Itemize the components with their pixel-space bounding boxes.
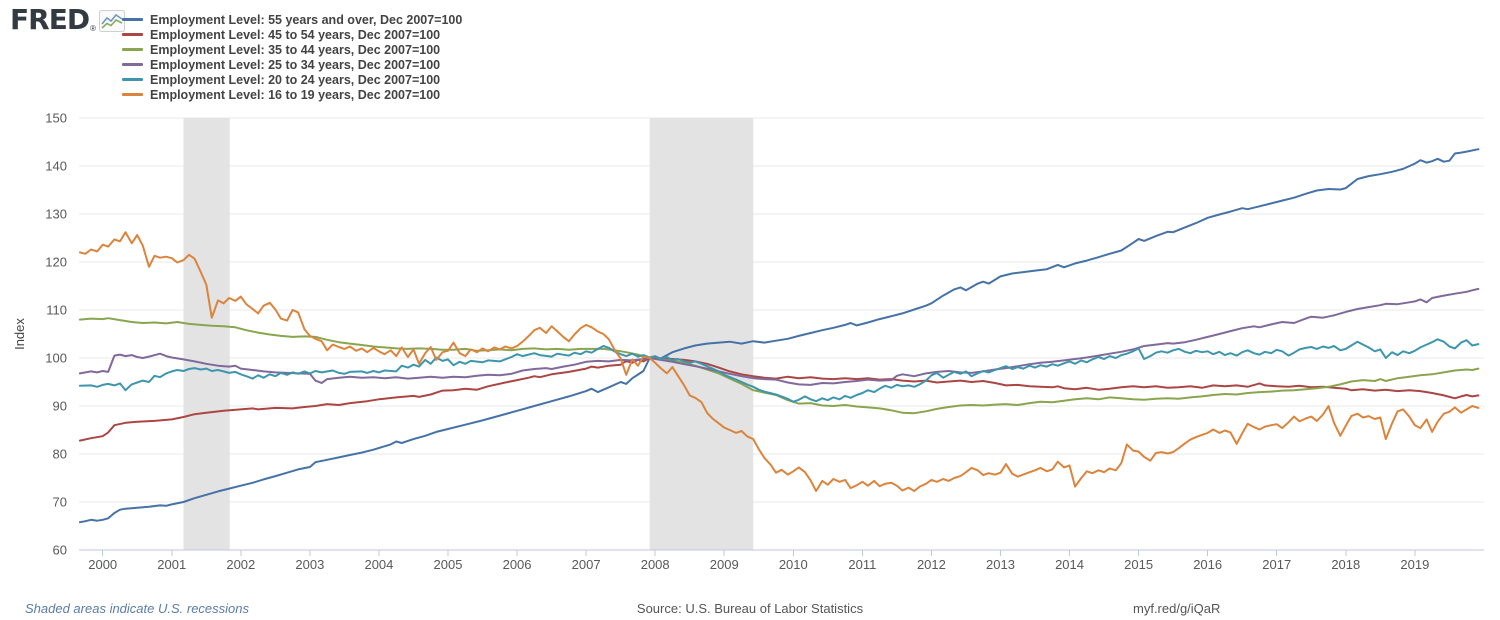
y-tick-label: 150 — [45, 111, 67, 126]
recession-note: Shaded areas indicate U.S. recessions — [25, 601, 250, 616]
recession-band — [649, 118, 754, 550]
legend-swatch-icon — [122, 48, 143, 51]
x-tick-label: 2004 — [364, 557, 393, 572]
x-tick-label: 2018 — [1331, 557, 1360, 572]
x-tick-label: 2014 — [1055, 557, 1084, 572]
legend-label: Employment Level: 16 to 19 years, Dec 20… — [150, 87, 441, 102]
legend-label: Employment Level: 35 to 44 years, Dec 20… — [150, 42, 441, 57]
legend-swatch-icon — [122, 18, 143, 21]
y-axis-labels-group: 150 140 130 120 110 100 90 80 70 60 — [45, 111, 67, 558]
x-tick-label: 2013 — [986, 557, 1015, 572]
legend-swatch-icon — [122, 78, 143, 81]
x-tick-label: 2006 — [503, 557, 532, 572]
y-tick-label: 70 — [53, 495, 67, 510]
y-tick-label: 140 — [45, 159, 67, 174]
series-line-35-44[interactable] — [78, 317, 1480, 415]
y-tick-label: 110 — [46, 303, 67, 318]
y-tick-label: 90 — [53, 399, 67, 414]
legend-swatch-icon — [122, 93, 143, 96]
legend-label: Employment Level: 25 to 34 years, Dec 20… — [150, 57, 441, 72]
x-tick-label: 2015 — [1124, 557, 1153, 572]
y-tick-label: 80 — [53, 447, 67, 462]
series-line-25-34[interactable] — [78, 287, 1480, 386]
fred-sparkline-icon — [98, 10, 125, 32]
registered-trademark-icon: ® — [90, 24, 96, 33]
fred-logo[interactable]: FRED ® — [10, 6, 125, 34]
legend-label: Employment Level: 20 to 24 years, Dec 20… — [150, 72, 441, 87]
legend-item-45-54[interactable]: Employment Level: 45 to 54 years, Dec 20… — [122, 27, 462, 42]
y-tick-label: 130 — [45, 207, 67, 222]
x-tick-label: 2019 — [1400, 557, 1429, 572]
x-tick-label: 2005 — [434, 557, 463, 572]
legend-swatch-icon — [122, 33, 143, 36]
series-lines-group — [78, 148, 1480, 524]
series-line-55-over[interactable] — [78, 148, 1480, 524]
legend-label: Employment Level: 45 to 54 years, Dec 20… — [150, 27, 441, 42]
x-tick-label: 2003 — [295, 557, 324, 572]
x-tick-label: 2010 — [779, 557, 808, 572]
y-axis-title: Index — [12, 318, 27, 350]
x-tick-label: 2012 — [917, 557, 946, 572]
x-tick-label: 2001 — [157, 557, 186, 572]
legend-swatch-icon — [122, 63, 143, 66]
recession-band — [183, 118, 230, 550]
legend-item-35-44[interactable]: Employment Level: 35 to 44 years, Dec 20… — [122, 42, 462, 57]
x-axis-group: 2000 2001 2002 2003 2004 2005 2006 2007 2008 2009… — [79, 549, 1484, 572]
legend-label: Employment Level: 55 years and over, Dec… — [150, 12, 463, 27]
fred-logo-text: FRED — [10, 3, 90, 36]
series-line-45-54[interactable] — [78, 357, 1480, 442]
x-tick-label: 2017 — [1262, 557, 1291, 572]
x-tick-label: 2009 — [710, 557, 739, 572]
x-tick-label: 2002 — [226, 557, 255, 572]
x-tick-label: 2016 — [1193, 557, 1222, 572]
source-text: Source: U.S. Bureau of Labor Statistics — [636, 601, 864, 616]
legend: Employment Level: 55 years and over, Dec… — [122, 12, 462, 102]
legend-item-20-24[interactable]: Employment Level: 20 to 24 years, Dec 20… — [122, 72, 462, 87]
recession-bands-group — [183, 118, 754, 550]
legend-item-16-19[interactable]: Employment Level: 16 to 19 years, Dec 20… — [122, 87, 462, 102]
legend-item-25-34[interactable]: Employment Level: 25 to 34 years, Dec 20… — [122, 57, 462, 72]
permalink[interactable]: myf.red/g/iQaR — [1133, 601, 1221, 616]
y-tick-label: 120 — [45, 255, 67, 270]
x-tick-label: 2000 — [88, 557, 117, 572]
series-line-20-24[interactable] — [78, 338, 1480, 403]
y-tick-label: 100 — [45, 351, 67, 366]
x-tick-label: 2007 — [572, 557, 601, 572]
gridlines-group — [79, 117, 1484, 551]
legend-item-55-over[interactable]: Employment Level: 55 years and over, Dec… — [122, 12, 462, 27]
series-line-16-19[interactable] — [78, 231, 1480, 492]
y-tick-label: 60 — [53, 543, 67, 558]
x-tick-label: 2008 — [641, 557, 670, 572]
x-tick-label: 2011 — [848, 557, 876, 572]
